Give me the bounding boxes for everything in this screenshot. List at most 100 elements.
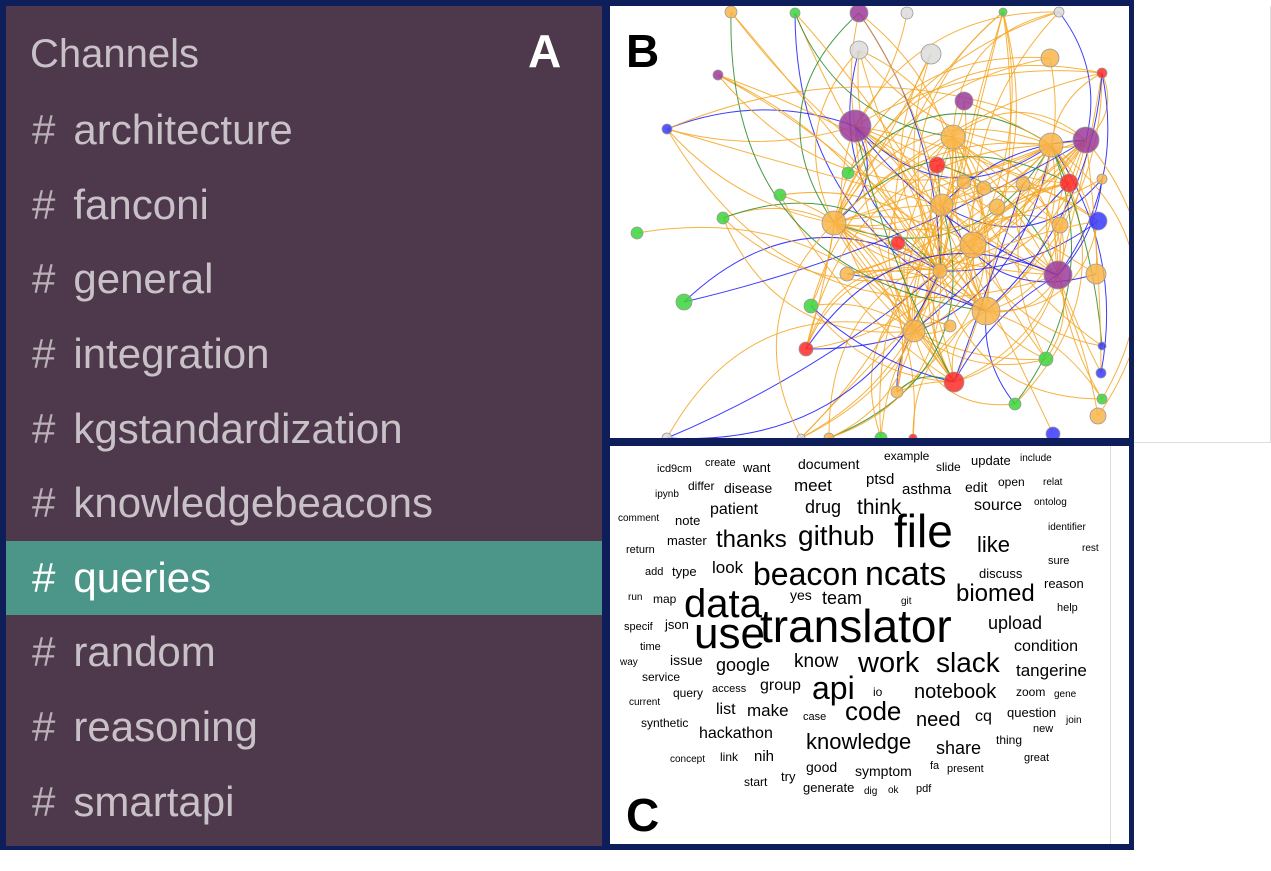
- network-node-orange: [821, 210, 847, 236]
- word-create: create: [705, 457, 736, 469]
- word-hackathon: hackathon: [699, 725, 773, 742]
- word-generate: generate: [803, 780, 855, 795]
- network-edge: [941, 144, 1052, 206]
- network-edge: [972, 244, 1103, 347]
- network-node-orange: [1085, 263, 1107, 285]
- network-edge: [1050, 144, 1098, 275]
- network-edge: [985, 72, 1103, 312]
- word-type: type: [672, 564, 697, 579]
- channel-item-architecture[interactable]: # architecture: [6, 93, 602, 168]
- word-look: look: [712, 558, 744, 577]
- word-like: like: [977, 532, 1011, 557]
- network-edge: [828, 270, 942, 438]
- network-edge: [854, 11, 1060, 127]
- word-new: new: [1033, 723, 1054, 735]
- word-group: group: [760, 677, 801, 694]
- word-service: service: [642, 670, 681, 684]
- word-differ: differ: [688, 479, 715, 493]
- network-edge: [794, 12, 987, 312]
- network-edge: [828, 204, 954, 438]
- network-edge: [952, 136, 1059, 276]
- word-notebook: notebook: [914, 681, 997, 703]
- hash-icon: #: [32, 553, 56, 601]
- network-node-green: [874, 431, 888, 438]
- channel-item-reasoning[interactable]: # reasoning: [6, 690, 602, 765]
- network-node-orange: [724, 6, 738, 19]
- word-file: file: [894, 505, 953, 557]
- hash-icon: #: [32, 180, 56, 228]
- network-node-green: [773, 188, 787, 202]
- network-edge: [953, 274, 1059, 383]
- network-graph-panel: [610, 6, 1129, 438]
- channel-label: kgstandardization: [73, 404, 403, 452]
- network-edge: [828, 244, 974, 438]
- channel-item-general[interactable]: # general: [6, 242, 602, 317]
- word-map: map: [653, 592, 677, 606]
- network-node-purple: [1043, 260, 1073, 290]
- network-node-purple: [849, 6, 869, 23]
- network-edge: [952, 111, 1087, 141]
- channel-item-smartapi[interactable]: # smartapi: [6, 764, 602, 839]
- word-think: think: [857, 496, 902, 519]
- channel-label: queries: [73, 553, 212, 601]
- word-ncats: ncats: [865, 555, 947, 593]
- word-ontolog: ontolog: [1034, 497, 1067, 508]
- word-sure: sure: [1048, 555, 1070, 567]
- channel-item-queries[interactable]: # queries: [6, 540, 602, 616]
- word-nih: nih: [754, 748, 775, 765]
- word-start: start: [744, 775, 768, 789]
- network-edge: [805, 253, 1059, 350]
- word-relat: relat: [1043, 477, 1063, 488]
- network-node-red: [908, 433, 918, 438]
- word-ok: ok: [888, 785, 899, 796]
- network-node-red: [798, 341, 814, 357]
- network-node-red: [928, 156, 946, 174]
- network-edge: [1054, 139, 1087, 276]
- network-node-red: [1059, 173, 1079, 193]
- word-share: share: [936, 738, 982, 758]
- network-node-blue: [1045, 426, 1061, 438]
- channel-item-random[interactable]: # random: [6, 615, 602, 690]
- network-edge: [941, 204, 1054, 435]
- network-node-orange: [988, 198, 1006, 216]
- network-edge: [666, 125, 856, 142]
- network-node-green: [675, 293, 693, 311]
- word-join: join: [1066, 715, 1082, 726]
- channel-item-knowledgebeacons[interactable]: # knowledgebeacons: [6, 466, 602, 541]
- network-node-green: [630, 226, 644, 240]
- word-great: great: [1024, 752, 1050, 764]
- network-edge: [879, 139, 1087, 438]
- network-edge: [953, 183, 1024, 383]
- word-cloud-panel: icd9cm create want document example slide upda…: [610, 446, 1129, 844]
- channel-item-kgstandardization[interactable]: # kgstandardization: [6, 391, 602, 466]
- network-edge: [1058, 11, 1092, 141]
- network-node-orange: [1096, 173, 1108, 185]
- network-edge: [854, 125, 932, 332]
- network-node-green: [803, 298, 819, 314]
- network-edge: [939, 11, 1004, 272]
- word-disease: disease: [724, 480, 773, 496]
- word-pdf: pdf: [916, 783, 932, 795]
- network-node-gray: [661, 432, 673, 438]
- word-update: update: [971, 453, 1011, 468]
- channel-item-integration[interactable]: # integration: [6, 317, 602, 392]
- network-node-red: [943, 371, 965, 393]
- panel-label-b: B: [626, 25, 660, 77]
- network-edge: [953, 11, 1012, 383]
- network-edge: [1085, 139, 1129, 417]
- word-current: current: [629, 697, 661, 708]
- word-zoom: zoom: [1016, 685, 1046, 699]
- network-graph: [630, 6, 1129, 438]
- hash-icon: #: [32, 255, 56, 303]
- hash-icon: #: [32, 777, 56, 825]
- network-edge: [666, 86, 1087, 141]
- network-edge: [730, 11, 941, 272]
- channel-item-fanconi[interactable]: # fanconi: [6, 168, 602, 243]
- network-node-orange: [959, 231, 987, 259]
- word-include: include: [1020, 453, 1052, 464]
- network-edge: [840, 125, 915, 332]
- network-edge: [800, 204, 943, 438]
- network-edge: [722, 217, 915, 333]
- word-api: api: [812, 670, 855, 706]
- word-symptom: symptom: [855, 763, 912, 779]
